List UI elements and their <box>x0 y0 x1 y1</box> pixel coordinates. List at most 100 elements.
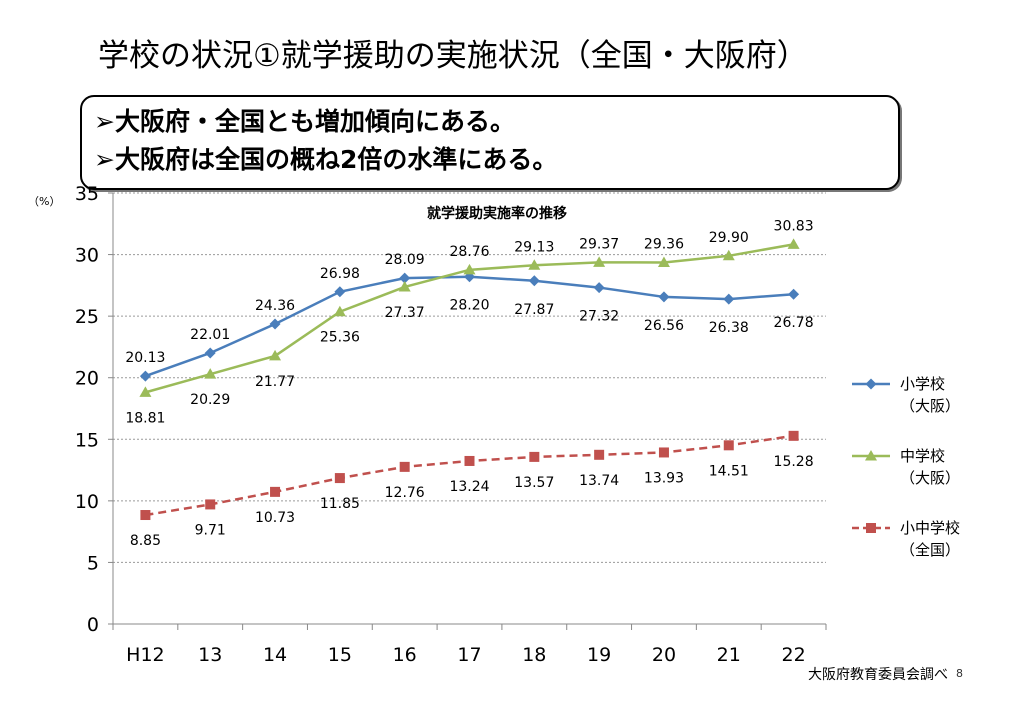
data-point <box>464 455 475 466</box>
legend-swatch <box>852 378 890 390</box>
data-label: 9.71 <box>195 522 226 538</box>
data-point <box>139 386 152 397</box>
data-labels: 20.13 22.01 24.36 26.98 28.09 28.20 27.87 27.32… <box>125 218 813 549</box>
data-point <box>463 263 476 275</box>
data-label: 13.57 <box>514 475 554 491</box>
data-label: 26.78 <box>774 315 814 331</box>
data-label: 12.76 <box>385 485 425 501</box>
callout-line-1: ➢大阪府・全国とも増加傾向にある。 <box>94 107 515 136</box>
legend-marker <box>865 450 877 461</box>
data-label: 22.01 <box>190 327 230 343</box>
legend-label: 中学校 （大阪） <box>900 447 961 487</box>
data-label: 20.29 <box>190 392 230 408</box>
data-label: 15.28 <box>774 454 814 470</box>
legend-entry: 小中学校 （全国） <box>850 517 1000 589</box>
data-point <box>529 451 540 462</box>
data-point <box>528 259 541 270</box>
data-label: 20.13 <box>125 350 165 366</box>
data-label: 28.76 <box>449 244 489 260</box>
data-point <box>787 238 800 249</box>
data-label: 30.83 <box>774 218 814 234</box>
data-point <box>399 272 411 284</box>
data-point <box>788 288 800 300</box>
data-point <box>204 347 216 359</box>
data-label: 28.20 <box>449 298 489 314</box>
data-label: 29.36 <box>644 236 684 252</box>
data-label: 27.37 <box>385 305 425 321</box>
data-point <box>269 318 281 330</box>
data-label: 13.93 <box>644 470 684 486</box>
data-point <box>658 291 670 303</box>
source-note: 大阪府教育委員会調べ <box>808 667 948 683</box>
x-tick-label: H12 <box>126 644 164 666</box>
y-tick-label: 10 <box>75 491 99 513</box>
data-point <box>270 486 281 497</box>
data-label: 26.56 <box>644 318 684 334</box>
page-number: 8 <box>956 667 963 680</box>
data-point <box>657 256 670 267</box>
summary-callout-box: ➢大阪府・全国とも増加傾向にある。 ➢大阪府は全国の概ね2倍の水準にある。 <box>80 95 900 190</box>
y-tick-label: 15 <box>75 429 99 451</box>
x-tick-label: 16 <box>393 644 417 666</box>
x-tick-label: 15 <box>328 644 352 666</box>
data-point <box>398 280 411 292</box>
series-2 <box>140 430 799 521</box>
data-point <box>269 349 282 361</box>
y-tick-label: 5 <box>87 552 99 574</box>
series-line <box>145 434 794 517</box>
data-label: 25.36 <box>320 330 360 346</box>
legend-marker <box>866 523 876 533</box>
data-point <box>658 447 669 458</box>
data-label: 11.85 <box>320 496 360 512</box>
y-axis-unit-label: （%） <box>28 195 60 208</box>
series-0 <box>139 271 800 382</box>
x-tick-label: 21 <box>717 644 741 666</box>
x-tick-label: 19 <box>587 644 611 666</box>
data-label: 29.90 <box>709 230 749 246</box>
legend-swatch <box>852 450 890 461</box>
data-point <box>594 449 605 460</box>
data-label: 27.32 <box>579 309 619 325</box>
data-label: 13.24 <box>449 479 489 495</box>
data-point <box>205 499 216 510</box>
legend-swatch <box>852 523 890 533</box>
callout-line-2: ➢大阪府は全国の概ね2倍の水準にある。 <box>94 145 558 174</box>
x-tick-label: 17 <box>457 644 481 666</box>
data-point <box>139 370 151 382</box>
data-label: 24.36 <box>255 298 295 314</box>
data-label: 8.85 <box>130 533 161 549</box>
y-tick-label: 30 <box>75 245 99 267</box>
legend-entry: 中学校 （大阪） <box>850 445 1000 517</box>
x-tick-label: 22 <box>781 644 805 666</box>
chart-title: 就学援助実施率の推移 <box>427 205 567 222</box>
x-tick-label: 14 <box>263 644 287 666</box>
x-tick-label: 18 <box>522 644 546 666</box>
data-point <box>723 293 735 305</box>
data-point <box>204 368 217 379</box>
data-point <box>140 510 151 521</box>
series-line <box>144 275 794 378</box>
y-tick-label: 20 <box>75 368 99 390</box>
series-1 <box>139 238 800 397</box>
data-point <box>593 256 606 267</box>
x-tick-label: 13 <box>198 644 222 666</box>
data-label: 26.98 <box>320 266 360 282</box>
data-point <box>723 440 734 451</box>
legend-label: 小学校 （大阪） <box>900 375 961 415</box>
data-point <box>399 461 410 472</box>
data-label: 28.09 <box>385 252 425 268</box>
data-point <box>788 430 799 441</box>
y-tick-label: 25 <box>75 306 99 328</box>
data-label: 14.51 <box>709 463 749 479</box>
data-label: 26.38 <box>709 320 749 336</box>
slide-title: 学校の状況①就学援助の実施状況（全国・大阪府） <box>98 38 808 74</box>
legend-label: 小中学校 （全国） <box>900 519 961 559</box>
chart-legend: 小学校 （大阪） 中学校 （大阪） 小中学校 （全国） <box>850 373 1000 589</box>
gridlines <box>113 192 826 563</box>
data-point <box>593 282 605 294</box>
data-label: 21.77 <box>255 374 295 390</box>
axes: 0 5 10 15 20 25 30 35 H12 13 14 15 16 17 18 19 20 21 22 <box>75 183 827 666</box>
legend-entry: 小学校 （大阪） <box>850 373 1000 445</box>
x-tick-label: 20 <box>652 644 676 666</box>
